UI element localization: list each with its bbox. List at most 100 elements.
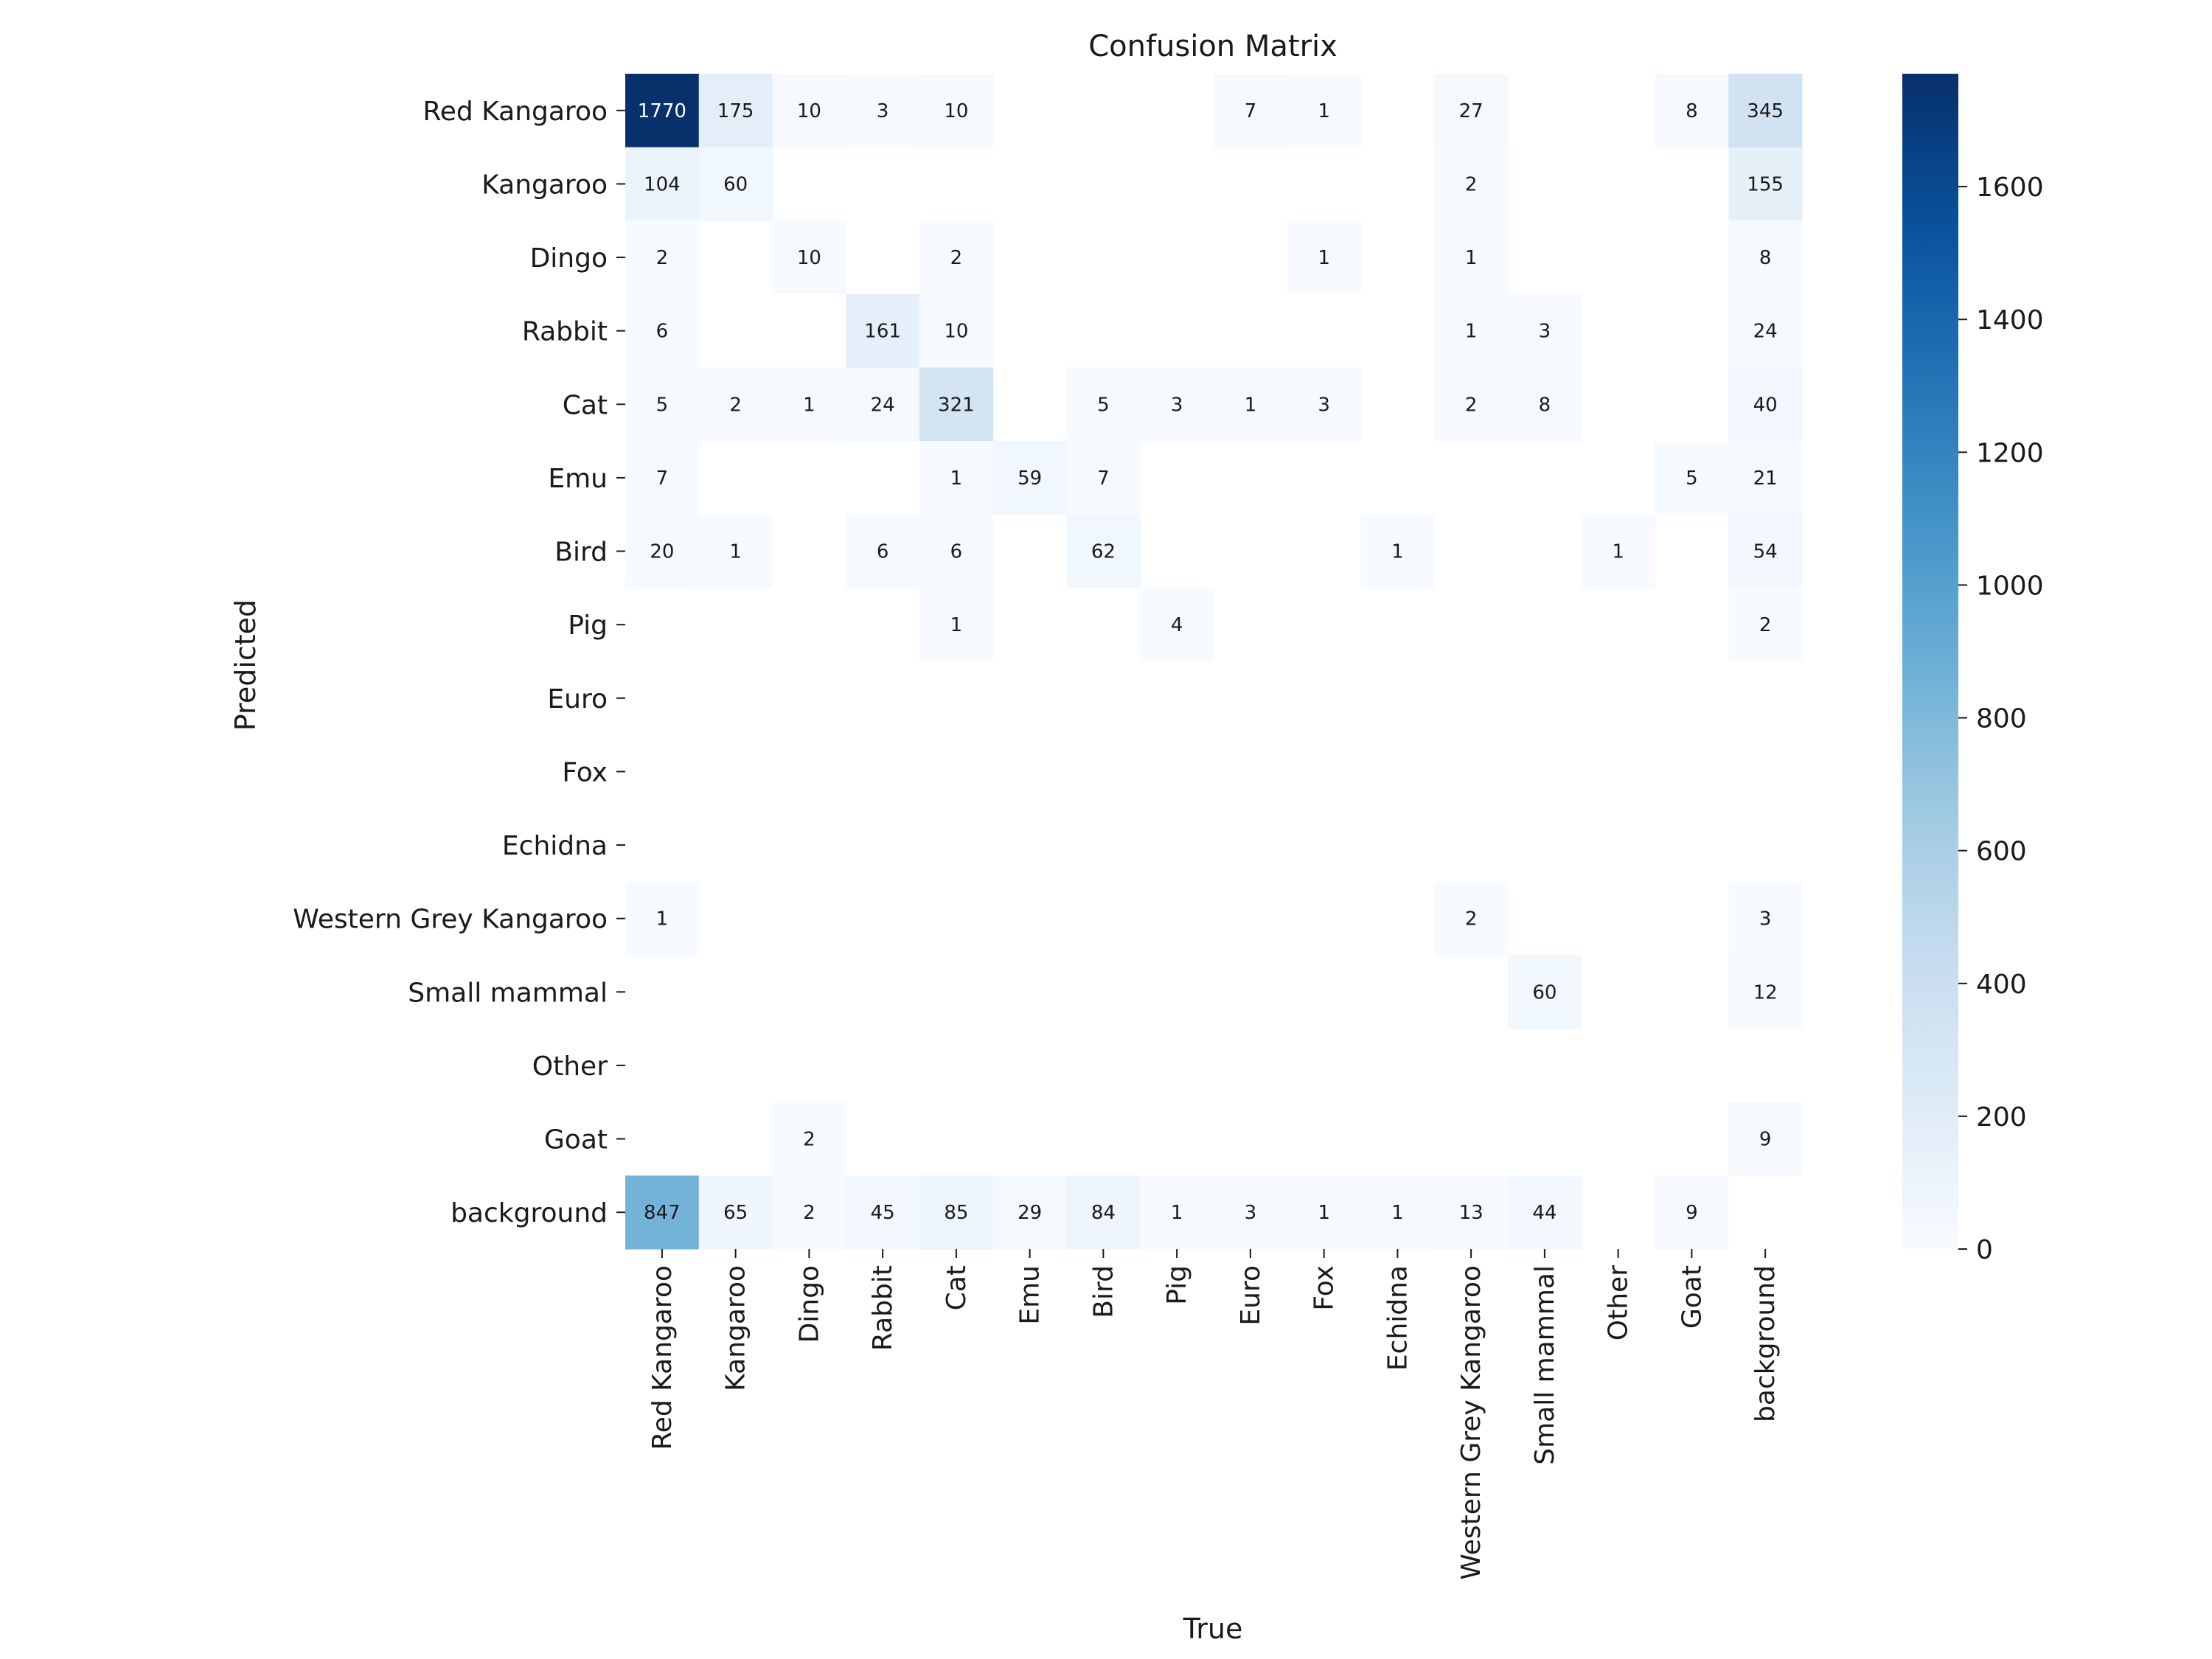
x-tick-label: Fox <box>1310 1265 1340 1311</box>
cell-value-label: 1 <box>950 614 963 636</box>
cell-value-label: 59 <box>1018 467 1042 490</box>
x-tick-label: Pig <box>1162 1265 1192 1305</box>
cell-value-label: 2 <box>729 394 742 416</box>
cell-value-label: 27 <box>1459 100 1484 122</box>
cell-value-label: 1 <box>1465 321 1478 343</box>
heatmap-cell <box>1214 74 1288 148</box>
heatmap-cell <box>1508 293 1582 368</box>
heatmap-cell <box>992 441 1067 515</box>
cell-value-label: 8 <box>1686 100 1698 122</box>
heatmap-cell <box>919 514 994 588</box>
heatmap-cell <box>1434 74 1509 148</box>
heatmap-cell <box>1728 147 1803 221</box>
x-tick-label: Echidna <box>1382 1265 1413 1371</box>
x-tick-label: Red Kangaroo <box>647 1265 678 1450</box>
heatmap-cell <box>625 147 700 221</box>
colorbar-tick-label: 1600 <box>1976 173 2044 203</box>
heatmap-cell <box>1728 588 1803 662</box>
cell-value-label: 54 <box>1753 541 1778 563</box>
heatmap-cell <box>1066 441 1141 515</box>
y-tick-label: Dingo <box>530 243 608 274</box>
heatmap-cell <box>1728 74 1803 148</box>
y-tick-label: Fox <box>562 757 608 787</box>
heatmap-cell <box>1140 367 1214 442</box>
cell-value-label: 155 <box>1747 173 1784 195</box>
y-tick-label: Red Kangaroo <box>422 97 608 127</box>
cell-value-label: 60 <box>1532 981 1557 1004</box>
heatmap-cell <box>1508 1175 1582 1250</box>
colorbar-tick-label: 1000 <box>1976 571 2044 601</box>
heatmap-cell <box>846 74 920 148</box>
x-tick-label: Rabbit <box>868 1265 898 1351</box>
x-axis-label: True <box>1183 1613 1243 1645</box>
heatmap-cell <box>919 367 994 442</box>
cell-value-label: 13 <box>1459 1202 1484 1224</box>
cell-value-label: 2 <box>656 247 669 269</box>
cell-value-label: 40 <box>1753 394 1778 416</box>
cell-value-label: 1 <box>1318 100 1330 122</box>
cell-value-label: 10 <box>797 247 821 269</box>
heatmap-cell <box>1728 514 1803 588</box>
heatmap-cell <box>1434 293 1509 368</box>
colorbar: 0 200 400 600 800 1000 1200 1400 1600 <box>1902 74 2044 1265</box>
cell-value-label: 5 <box>656 394 669 416</box>
heatmap-cell <box>625 441 700 515</box>
heatmap-cell <box>772 1175 846 1250</box>
heatmap-cell <box>1655 74 1729 148</box>
cell-value-label: 7 <box>1245 100 1257 122</box>
heatmap-cell <box>1360 514 1435 588</box>
y-tick-label: Bird <box>554 538 608 568</box>
x-tick-label: Western Grey Kangaroo <box>1456 1265 1486 1580</box>
heatmap-cell <box>625 220 700 295</box>
heatmap-cell <box>992 1175 1067 1250</box>
cell-value-label: 1 <box>656 908 669 931</box>
y-tick-label: Kangaroo <box>481 170 608 200</box>
heatmap-cell <box>1287 1175 1361 1250</box>
heatmap-cell <box>1728 367 1803 442</box>
heatmap-cell <box>919 1175 994 1250</box>
colorbar-tick-label: 0 <box>1976 1235 1993 1265</box>
heatmap-cell <box>698 367 773 442</box>
heatmap-cell <box>919 588 994 662</box>
cell-value-label: 24 <box>871 394 895 416</box>
cell-value-label: 9 <box>1759 1129 1772 1151</box>
cell-value-label: 6 <box>950 541 963 563</box>
heatmap-cell <box>1360 1175 1435 1250</box>
heatmap-cell <box>1655 441 1729 515</box>
cell-value-label: 5 <box>1686 467 1698 490</box>
cell-value-label: 1 <box>803 394 815 416</box>
cell-value-label: 1 <box>1318 1202 1330 1224</box>
heatmap-cell <box>846 514 920 588</box>
cell-value-label: 10 <box>944 100 968 122</box>
heatmap-cell <box>1140 1175 1214 1250</box>
x-tick-label: Cat <box>942 1265 972 1310</box>
heatmap-cell <box>1728 293 1803 368</box>
cell-value-label: 44 <box>1532 1202 1557 1224</box>
heatmap-cell <box>1728 1102 1803 1176</box>
cell-value-label: 3 <box>1759 908 1772 931</box>
y-tick-label: Other <box>532 1051 608 1082</box>
heatmap-cell <box>1214 1175 1288 1250</box>
cell-value-label: 3 <box>877 100 889 122</box>
cell-value-label: 24 <box>1753 321 1778 343</box>
heatmap-cell <box>1434 1175 1509 1250</box>
colorbar-tick-label: 200 <box>1976 1102 2027 1133</box>
heatmap-cell <box>1287 367 1361 442</box>
cell-value-label: 2 <box>1465 908 1478 931</box>
cell-value-label: 7 <box>1097 467 1110 490</box>
cell-value-label: 45 <box>871 1202 895 1224</box>
x-tick-label: Goat <box>1677 1265 1707 1329</box>
cell-value-label: 321 <box>938 394 975 416</box>
colorbar-tick-label: 400 <box>1976 970 2027 1000</box>
cell-value-label: 4 <box>1171 614 1183 636</box>
cell-value-label: 3 <box>1539 321 1551 343</box>
heatmap-cell <box>1434 220 1509 295</box>
heatmap-cell <box>625 881 700 956</box>
cell-value-label: 161 <box>864 321 901 343</box>
y-tick-label: Western Grey Kangaroo <box>293 905 608 935</box>
heatmap-cell <box>1728 881 1803 956</box>
heatmap-cells <box>625 74 1803 1250</box>
heatmap-cell <box>698 514 773 588</box>
